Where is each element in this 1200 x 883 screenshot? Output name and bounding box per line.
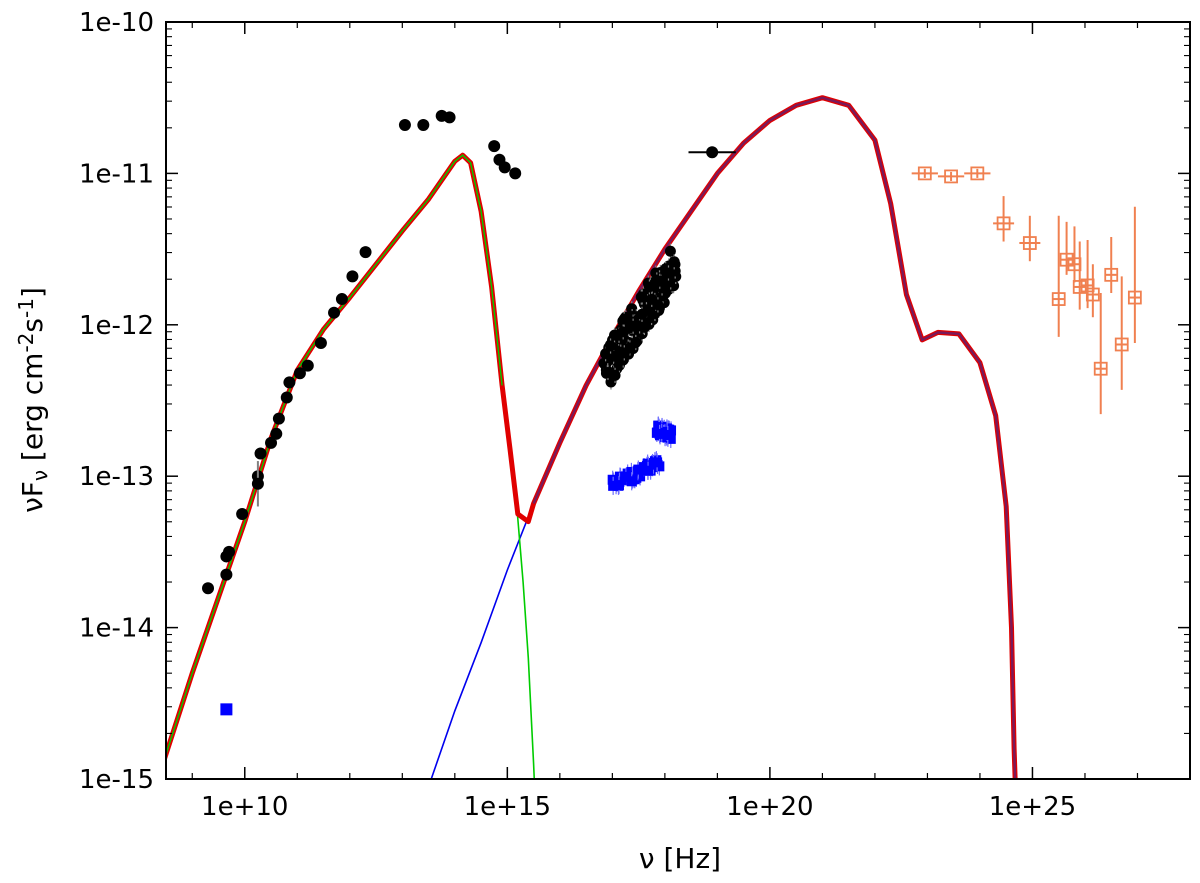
data-point: [706, 146, 719, 159]
data-point: [662, 267, 674, 279]
tick-labels: 1e+10 1e+15 1e+20 1e+25 1e-10 1e-11 1e-12 1e-13…: [79, 8, 1076, 822]
data-point: [996, 216, 1011, 231]
data-point: [335, 293, 348, 306]
data-point: [633, 464, 644, 475]
data-point: [1114, 337, 1129, 352]
data-point: [618, 313, 630, 325]
y-tick-label: 1e-15: [79, 765, 154, 795]
data-point: [346, 270, 359, 283]
x-tick-label: 1e+20: [726, 792, 813, 822]
y-axis-title: νFν [erg cm-2s-1]: [14, 287, 52, 513]
plot-frame: [165, 21, 1191, 780]
data-point: [293, 367, 306, 380]
data-point: [970, 166, 985, 181]
data-point: [280, 391, 293, 404]
data-point: [1093, 361, 1108, 376]
data-point: [618, 347, 630, 359]
y-tick-label: 1e-13: [79, 462, 154, 492]
data-point: [1051, 292, 1066, 306]
data-point: [617, 326, 629, 338]
data-point: [605, 340, 617, 352]
x-axis-title: ν [Hz]: [639, 842, 721, 875]
data-point: [608, 480, 619, 491]
data-point: [1059, 252, 1074, 267]
data-point: [626, 476, 637, 487]
data-point: [488, 140, 501, 153]
y-axis-title-part: -1: [14, 298, 38, 318]
data-point: [251, 477, 264, 490]
data-point: [643, 465, 654, 476]
data-point: [917, 166, 932, 181]
data-point: [328, 306, 341, 319]
data-point: [443, 111, 456, 124]
data-point: [498, 161, 511, 174]
data-point: [417, 118, 430, 131]
data-point: [636, 308, 648, 320]
data-point: [626, 303, 638, 315]
synchrotron-overlay: [166, 154, 503, 757]
data-point: [270, 427, 283, 440]
y-axis-title-part: s: [16, 318, 49, 333]
data-point: [236, 508, 249, 521]
x-tick-label: 1e+25: [989, 792, 1076, 822]
data-point: [654, 428, 665, 439]
data-point: [220, 568, 233, 581]
data-point: [265, 436, 278, 449]
plot-area: [166, 95, 1142, 779]
data-point: [1127, 290, 1142, 305]
data-point: [283, 376, 296, 389]
data-point: [613, 480, 624, 491]
y-axis-title-part: ν: [28, 470, 52, 481]
data-point: [272, 412, 285, 425]
data-point: [664, 245, 676, 257]
data-point: [301, 359, 314, 372]
y-tick-label: 1e-12: [79, 311, 154, 341]
x-tick-label: 1e+15: [464, 792, 551, 822]
data-point: [634, 320, 646, 332]
ic-overlay: [532, 96, 1017, 779]
data-point: [1104, 267, 1119, 282]
data-point: [223, 545, 236, 558]
data-point: [654, 275, 666, 287]
data-point: [1022, 236, 1037, 250]
data-point: [944, 169, 958, 184]
y-tick-label: 1e-11: [79, 159, 154, 189]
data-point: [398, 118, 411, 131]
data-point: [662, 429, 673, 440]
y-tick-label: 1e-10: [79, 8, 154, 38]
y-tick-label: 1e-14: [79, 614, 154, 644]
data-point: [652, 457, 663, 468]
data-point: [220, 703, 233, 716]
data-point: [509, 167, 522, 180]
data-point: [643, 281, 655, 293]
y-axis-title-part: νF: [16, 481, 49, 513]
y-axis-title-part: -2: [14, 333, 38, 353]
y-axis-title-part: [erg cm: [16, 353, 49, 470]
data-point: [636, 291, 648, 303]
data-point: [646, 293, 658, 305]
axes: [165, 21, 1191, 780]
data-point: [202, 582, 215, 595]
data-point: [1085, 287, 1100, 302]
data-point: [314, 336, 327, 349]
data-point: [668, 256, 680, 268]
data-point: [1072, 280, 1087, 294]
plot-content: [166, 95, 1142, 779]
data-point: [254, 447, 267, 460]
data-point: [602, 366, 614, 378]
y-axis-title-part: ]: [16, 287, 49, 298]
x-tick-label: 1e+10: [201, 792, 288, 822]
data-point: [359, 246, 372, 259]
